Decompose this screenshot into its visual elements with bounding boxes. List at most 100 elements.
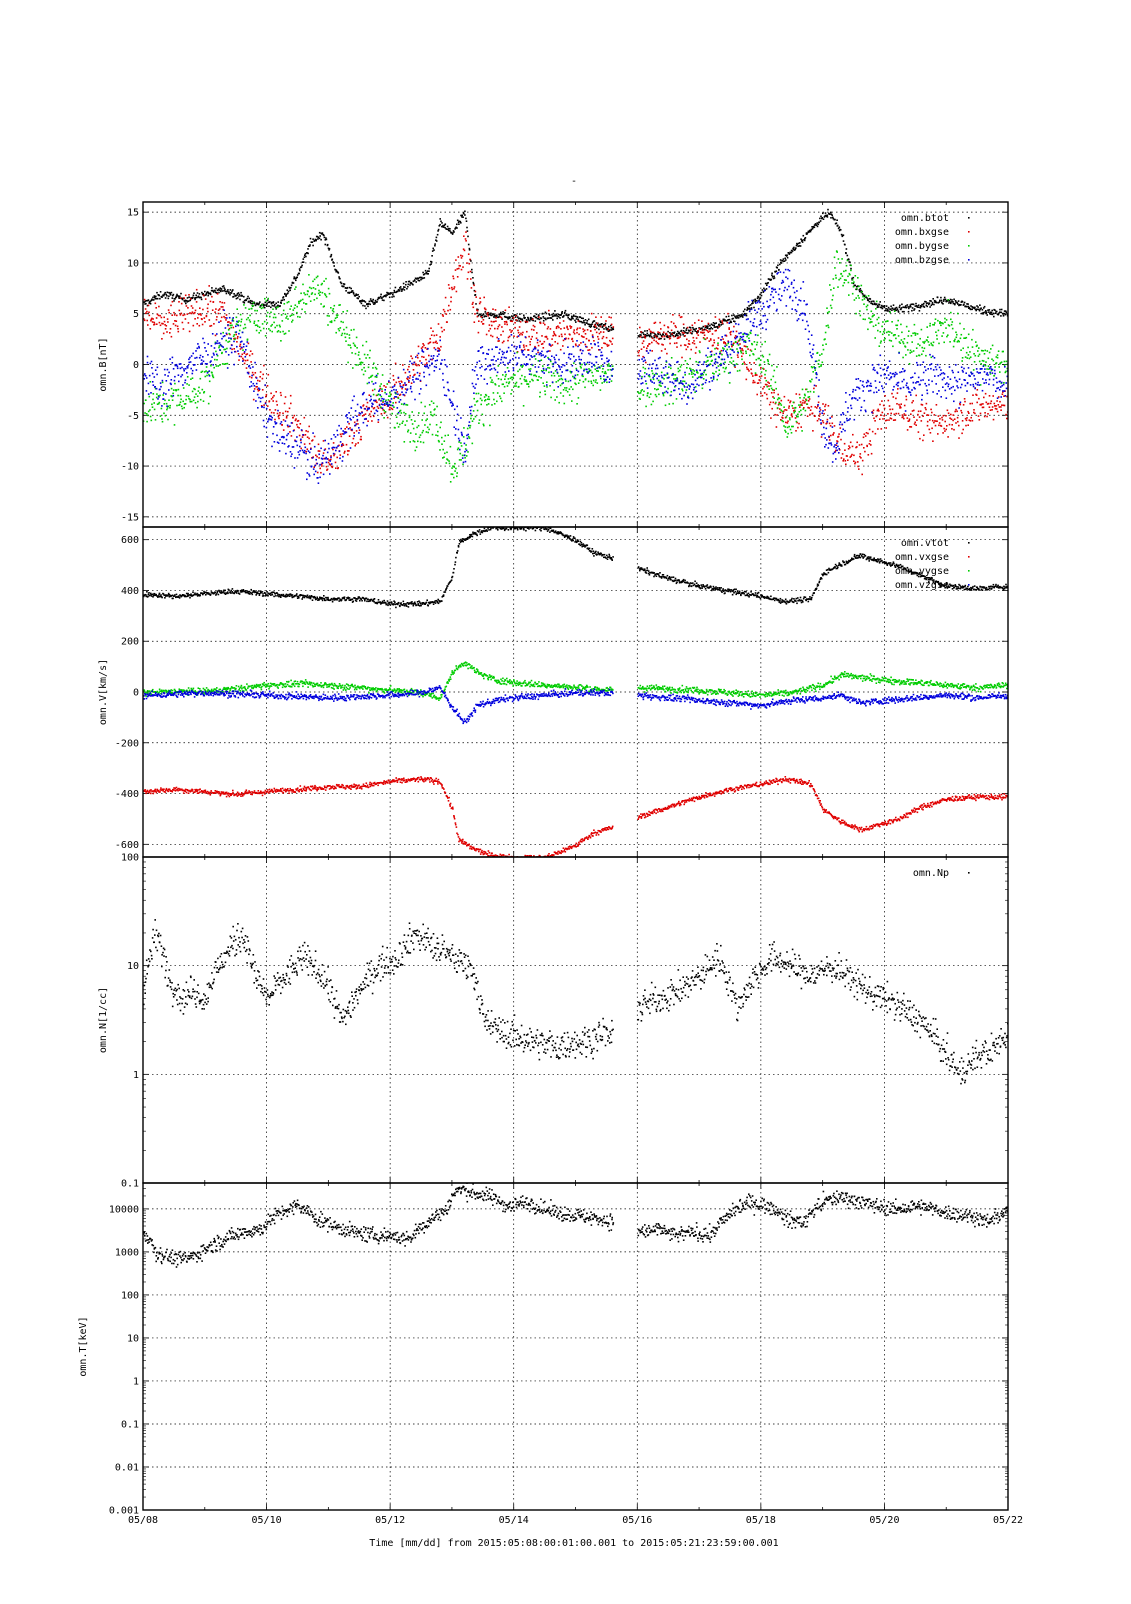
data-point	[460, 255, 462, 257]
data-point	[358, 354, 360, 356]
data-point	[397, 391, 399, 393]
data-point	[161, 296, 163, 298]
data-point	[438, 323, 440, 325]
data-point	[600, 378, 602, 380]
data-point	[460, 442, 462, 444]
data-point	[271, 446, 273, 448]
data-point	[970, 420, 972, 422]
data-point	[709, 340, 711, 342]
data-point	[149, 375, 151, 377]
data-point	[236, 317, 238, 319]
data-point	[322, 462, 324, 464]
data-point	[228, 333, 230, 335]
data-point	[182, 322, 184, 324]
data-point	[358, 352, 360, 354]
data-point	[583, 320, 585, 322]
data-point	[564, 327, 566, 329]
data-point	[601, 347, 603, 349]
data-point	[504, 323, 506, 325]
data-point	[357, 404, 359, 406]
data-point	[937, 320, 939, 322]
data-point	[275, 317, 277, 319]
data-point	[850, 268, 852, 270]
data-point	[244, 363, 246, 365]
data-point	[753, 354, 755, 356]
data-point	[336, 430, 338, 432]
data-point	[198, 390, 200, 392]
data-point	[668, 327, 670, 329]
data-point	[468, 272, 470, 274]
data-point	[990, 373, 992, 375]
data-point	[156, 317, 158, 319]
data-point	[309, 287, 311, 289]
data-point	[861, 291, 863, 293]
data-point	[429, 365, 431, 367]
data-point	[421, 356, 423, 358]
data-point	[210, 365, 212, 367]
data-point	[147, 324, 149, 326]
data-point	[655, 335, 657, 337]
data-point	[463, 235, 465, 237]
data-point	[228, 293, 230, 295]
data-point	[435, 341, 437, 343]
data-point	[272, 305, 274, 307]
data-point	[845, 464, 847, 466]
data-point	[215, 335, 217, 337]
data-point	[247, 296, 249, 298]
data-point	[837, 225, 839, 227]
data-point	[276, 307, 278, 309]
data-point	[546, 336, 548, 338]
data-point	[478, 393, 480, 395]
data-point	[876, 319, 878, 321]
data-point	[239, 330, 241, 332]
data-point	[799, 397, 801, 399]
data-point	[447, 459, 449, 461]
data-point	[336, 447, 338, 449]
data-point	[310, 300, 312, 302]
data-point	[253, 302, 255, 304]
data-point	[594, 329, 596, 331]
data-point	[935, 425, 937, 427]
data-point	[323, 235, 325, 237]
data-point	[270, 416, 272, 418]
data-point	[569, 334, 571, 336]
data-point	[679, 315, 681, 317]
data-point	[159, 298, 161, 300]
data-point	[823, 349, 825, 351]
data-point	[763, 288, 765, 290]
data-point	[319, 468, 321, 470]
data-point	[166, 325, 168, 327]
data-point	[292, 320, 294, 322]
data-point	[330, 256, 332, 258]
data-point	[701, 320, 703, 322]
data-point	[368, 303, 370, 305]
data-point	[217, 343, 219, 345]
data-point	[559, 322, 561, 324]
data-point	[340, 454, 342, 456]
data-point	[682, 390, 684, 392]
data-point	[455, 468, 457, 470]
data-point	[868, 295, 870, 297]
data-point	[211, 345, 213, 347]
data-point	[845, 270, 847, 272]
data-point	[147, 415, 149, 417]
data-point	[199, 357, 201, 359]
data-point	[364, 354, 366, 356]
data-point	[307, 472, 309, 474]
data-point	[575, 345, 577, 347]
data-point	[945, 429, 947, 431]
data-point	[158, 306, 160, 308]
data-point	[200, 355, 202, 357]
data-point	[155, 296, 157, 298]
data-point	[924, 348, 926, 350]
data-point	[791, 432, 793, 434]
data-point	[511, 377, 513, 379]
data-point	[144, 412, 146, 414]
data-point	[465, 444, 467, 446]
data-point	[158, 295, 160, 297]
data-point	[856, 446, 858, 448]
data-point	[291, 453, 293, 455]
data-point	[191, 355, 193, 357]
data-point	[812, 430, 814, 432]
data-point	[472, 420, 474, 422]
